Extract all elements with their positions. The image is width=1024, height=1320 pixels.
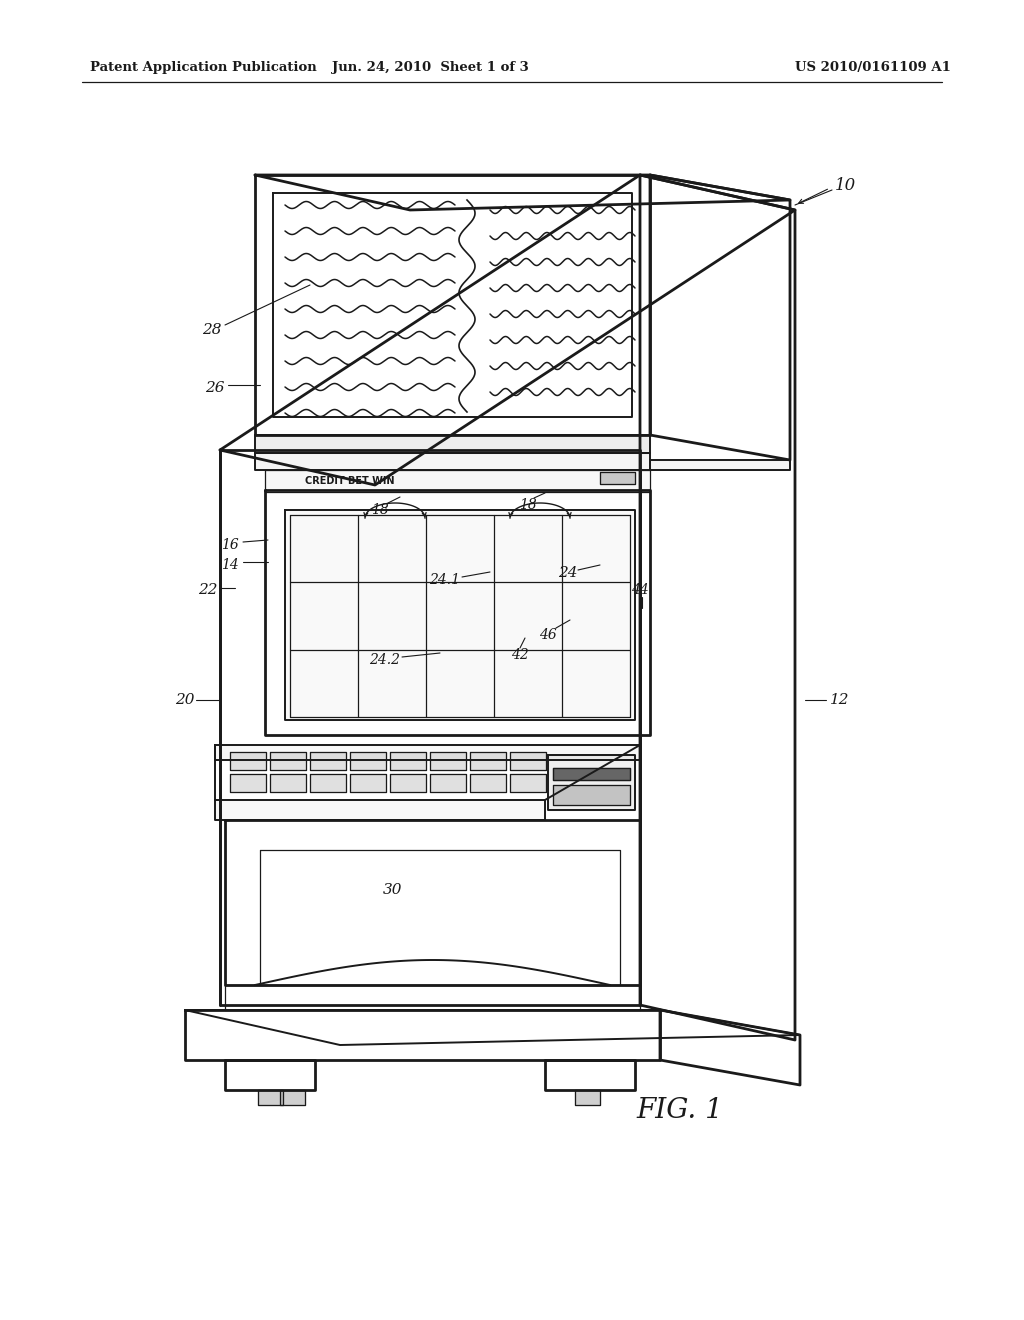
Polygon shape bbox=[510, 752, 546, 770]
Polygon shape bbox=[310, 752, 346, 770]
Polygon shape bbox=[350, 774, 386, 792]
Polygon shape bbox=[255, 453, 650, 470]
Text: 30: 30 bbox=[383, 883, 402, 898]
Text: Patent Application Publication: Patent Application Publication bbox=[90, 61, 316, 74]
Polygon shape bbox=[230, 752, 266, 770]
Text: Jun. 24, 2010  Sheet 1 of 3: Jun. 24, 2010 Sheet 1 of 3 bbox=[332, 61, 528, 74]
Text: 24: 24 bbox=[558, 566, 578, 579]
Polygon shape bbox=[280, 1090, 305, 1105]
Text: 18: 18 bbox=[519, 498, 537, 512]
Polygon shape bbox=[553, 785, 630, 805]
Text: FIG. 1: FIG. 1 bbox=[637, 1097, 723, 1123]
Polygon shape bbox=[215, 800, 545, 820]
Polygon shape bbox=[265, 470, 650, 492]
Polygon shape bbox=[390, 774, 426, 792]
Text: 28: 28 bbox=[203, 323, 222, 337]
Text: 24.1: 24.1 bbox=[429, 573, 461, 587]
Text: 16: 16 bbox=[221, 539, 239, 552]
Polygon shape bbox=[230, 774, 266, 792]
Polygon shape bbox=[215, 744, 640, 760]
Polygon shape bbox=[258, 1090, 283, 1105]
Text: 24.2: 24.2 bbox=[370, 653, 400, 667]
Text: 18: 18 bbox=[371, 503, 389, 517]
Polygon shape bbox=[270, 774, 306, 792]
Text: 12: 12 bbox=[830, 693, 850, 708]
Text: 10: 10 bbox=[835, 177, 856, 194]
Text: US 2010/0161109 A1: US 2010/0161109 A1 bbox=[795, 61, 951, 74]
Text: 22: 22 bbox=[199, 583, 218, 597]
Text: 26: 26 bbox=[205, 381, 224, 395]
Polygon shape bbox=[350, 752, 386, 770]
Text: 14: 14 bbox=[221, 558, 239, 572]
Polygon shape bbox=[390, 752, 426, 770]
Polygon shape bbox=[470, 752, 506, 770]
Text: 46: 46 bbox=[539, 628, 557, 642]
Polygon shape bbox=[430, 752, 466, 770]
Polygon shape bbox=[650, 459, 790, 470]
Polygon shape bbox=[430, 774, 466, 792]
Polygon shape bbox=[548, 755, 635, 810]
Polygon shape bbox=[600, 473, 635, 484]
Polygon shape bbox=[470, 774, 506, 792]
Polygon shape bbox=[270, 752, 306, 770]
Text: CREDIT BET WIN: CREDIT BET WIN bbox=[305, 477, 394, 486]
Text: 42: 42 bbox=[511, 648, 528, 663]
Text: 44: 44 bbox=[631, 583, 649, 597]
Polygon shape bbox=[285, 510, 635, 719]
Polygon shape bbox=[310, 774, 346, 792]
Polygon shape bbox=[575, 1090, 600, 1105]
Polygon shape bbox=[510, 774, 546, 792]
Polygon shape bbox=[255, 436, 650, 453]
Text: 20: 20 bbox=[175, 693, 195, 708]
Polygon shape bbox=[553, 768, 630, 780]
